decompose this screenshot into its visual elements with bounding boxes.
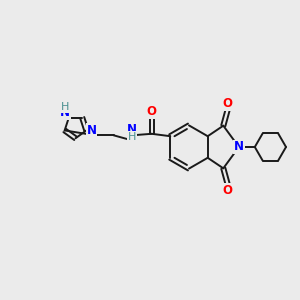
Text: O: O	[223, 184, 233, 197]
Text: N: N	[234, 140, 244, 154]
Text: N: N	[60, 106, 70, 119]
Text: H: H	[61, 103, 69, 112]
Text: N: N	[127, 123, 136, 136]
Text: N: N	[87, 124, 97, 137]
Text: O: O	[147, 105, 157, 119]
Text: O: O	[223, 97, 233, 110]
Text: H: H	[128, 132, 136, 142]
